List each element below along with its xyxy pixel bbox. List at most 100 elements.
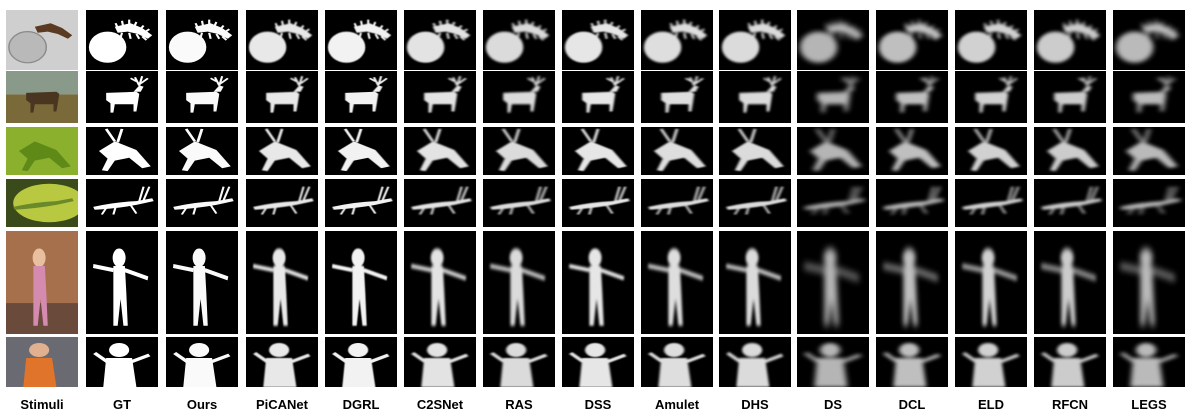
saliency-map: [1034, 231, 1106, 334]
cell-grasshopper-dhs: [719, 127, 791, 175]
cell-mantis-rfcn: [1034, 179, 1106, 227]
cell-elk-eld: [955, 71, 1027, 123]
column-label-gt: GT: [112, 397, 132, 412]
cell-child-in-car-ds: [797, 337, 869, 387]
saliency-map: [325, 231, 397, 334]
cell-grasshopper-dgrl: [325, 127, 397, 175]
saliency-map: [876, 231, 948, 334]
column-label-picanet: PiCANet: [255, 397, 308, 412]
cell-mantis-dss: [562, 179, 634, 227]
cell-grasshopper-legs: [1113, 127, 1185, 175]
saliency-map: [166, 71, 238, 123]
saliency-map: [1034, 71, 1106, 123]
saliency-map: [246, 71, 318, 123]
saliency-map: [876, 71, 948, 123]
saliency-map: [797, 231, 869, 334]
saliency-map: [719, 179, 791, 227]
cell-mantis-legs: [1113, 179, 1185, 227]
saliency-map: [246, 127, 318, 175]
cell-child-arms-outstretched-gt: [86, 231, 158, 334]
column-label-rfcn: RFCN: [1051, 397, 1089, 412]
cell-centipede-and-coin-ours: [166, 10, 238, 70]
cell-mantis-ours: [166, 179, 238, 227]
column-label-dgrl: DGRL: [342, 397, 380, 412]
saliency-map: [955, 71, 1027, 123]
cell-elk-rfcn: [1034, 71, 1106, 123]
cell-child-arms-outstretched-stimuli: [6, 231, 78, 334]
saliency-map: [86, 10, 158, 70]
stimulus-image: [6, 71, 78, 123]
cell-child-arms-outstretched-dss: [562, 231, 634, 334]
saliency-map: [797, 179, 869, 227]
column-label-dcl: DCL: [898, 397, 926, 412]
cell-centipede-and-coin-picanet: [246, 10, 318, 70]
saliency-map: [562, 127, 634, 175]
cell-elk-amulet: [641, 71, 713, 123]
cell-child-in-car-dss: [562, 337, 634, 387]
cell-mantis-ras: [483, 179, 555, 227]
saliency-map: [166, 231, 238, 334]
saliency-map: [86, 337, 158, 387]
saliency-map: [719, 71, 791, 123]
saliency-map: [404, 10, 476, 70]
cell-centipede-and-coin-stimuli: [6, 10, 78, 70]
cell-centipede-and-coin-dss: [562, 10, 634, 70]
saliency-map: [797, 10, 869, 70]
cell-mantis-amulet: [641, 179, 713, 227]
cell-mantis-c2snet: [404, 179, 476, 227]
cell-child-in-car-amulet: [641, 337, 713, 387]
cell-centipede-and-coin-amulet: [641, 10, 713, 70]
cell-grasshopper-ds: [797, 127, 869, 175]
saliency-map: [483, 71, 555, 123]
saliency-map: [1113, 10, 1185, 70]
saliency-map: [876, 179, 948, 227]
column-label-c2snet: C2SNet: [416, 397, 464, 412]
saliency-map: [1113, 179, 1185, 227]
saliency-map: [562, 10, 634, 70]
saliency-map: [246, 337, 318, 387]
saliency-map: [876, 10, 948, 70]
saliency-map: [166, 10, 238, 70]
cell-grasshopper-ras: [483, 127, 555, 175]
cell-elk-ras: [483, 71, 555, 123]
cell-grasshopper-eld: [955, 127, 1027, 175]
saliency-map: [1113, 71, 1185, 123]
cell-child-arms-outstretched-rfcn: [1034, 231, 1106, 334]
stimulus-image: [6, 231, 78, 334]
saliency-map: [562, 337, 634, 387]
cell-elk-dss: [562, 71, 634, 123]
cell-mantis-eld: [955, 179, 1027, 227]
cell-centipede-and-coin-dcl: [876, 10, 948, 70]
cell-elk-dgrl: [325, 71, 397, 123]
cell-mantis-gt: [86, 179, 158, 227]
cell-child-arms-outstretched-legs: [1113, 231, 1185, 334]
cell-elk-c2snet: [404, 71, 476, 123]
saliency-map: [955, 10, 1027, 70]
saliency-map: [719, 337, 791, 387]
cell-elk-gt: [86, 71, 158, 123]
saliency-map: [404, 71, 476, 123]
cell-elk-picanet: [246, 71, 318, 123]
saliency-map: [325, 71, 397, 123]
cell-child-in-car-gt: [86, 337, 158, 387]
cell-centipede-and-coin-ds: [797, 10, 869, 70]
saliency-map: [166, 179, 238, 227]
column-label-dhs: DHS: [741, 397, 769, 412]
saliency-map: [876, 337, 948, 387]
cell-grasshopper-ours: [166, 127, 238, 175]
cell-child-in-car-ras: [483, 337, 555, 387]
saliency-map: [562, 231, 634, 334]
cell-child-arms-outstretched-dhs: [719, 231, 791, 334]
cell-elk-ds: [797, 71, 869, 123]
cell-elk-stimuli: [6, 71, 78, 123]
cell-child-in-car-dhs: [719, 337, 791, 387]
cell-grasshopper-dss: [562, 127, 634, 175]
cell-elk-ours: [166, 71, 238, 123]
cell-child-in-car-dgrl: [325, 337, 397, 387]
saliency-map: [483, 10, 555, 70]
cell-mantis-ds: [797, 179, 869, 227]
column-label-ds: DS: [823, 397, 843, 412]
cell-child-arms-outstretched-eld: [955, 231, 1027, 334]
saliency-map: [325, 337, 397, 387]
saliency-map: [483, 231, 555, 334]
